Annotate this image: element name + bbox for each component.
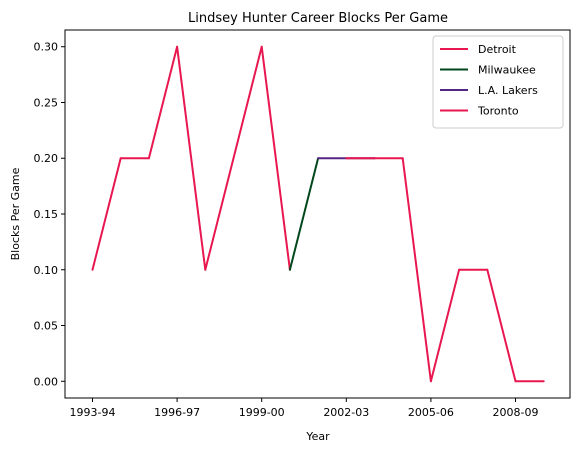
data-point-toronto: [373, 157, 376, 160]
series-lines: [91, 45, 545, 383]
data-point-toronto: [345, 157, 348, 160]
y-tick-label: 0.30: [34, 41, 59, 54]
data-point-detroit: [260, 45, 263, 48]
chart-title: Lindsey Hunter Career Blocks Per Game: [188, 11, 448, 26]
x-tick-label: 1999-00: [239, 406, 285, 419]
data-point-toronto: [458, 268, 461, 271]
data-point-detroit: [147, 157, 150, 160]
legend-label: Toronto: [477, 105, 519, 118]
y-tick-label: 0.05: [34, 320, 59, 333]
y-axis: 0.00 0.05 0.10 0.15 0.20 0.25 0.30: [34, 41, 65, 388]
data-point-toronto: [542, 380, 545, 383]
series-line-toronto: [346, 157, 544, 383]
x-tick-label: 2008-09: [493, 406, 539, 419]
data-point-milwaukee: [288, 268, 291, 271]
data-point-detroit: [176, 45, 179, 48]
series-line-detroit: [91, 45, 291, 271]
y-tick-label: 0.10: [34, 264, 59, 277]
legend-label: L.A. Lakers: [478, 84, 538, 97]
data-point-toronto: [514, 380, 517, 383]
data-point-l-a-lakers: [317, 157, 320, 160]
series-line-milwaukee: [288, 157, 320, 271]
data-point-toronto: [486, 268, 489, 271]
legend: Detroit Milwaukee L.A. Lakers Toronto: [432, 35, 564, 129]
y-tick-label: 0.20: [34, 152, 59, 165]
data-point-detroit: [91, 268, 94, 271]
x-tick-label: 2005-06: [408, 406, 454, 419]
data-point-detroit: [119, 157, 122, 160]
x-tick-label: 2002-03: [323, 406, 369, 419]
x-axis: 1993-94 1996-97 1999-00 2002-03 2005-06 2008-…: [70, 398, 539, 419]
legend-label: Detroit: [478, 43, 517, 56]
data-point-detroit: [204, 268, 207, 271]
x-axis-label: Year: [305, 430, 330, 443]
legend-label: Milwaukee: [478, 64, 536, 77]
x-tick-label: 1993-94: [70, 406, 116, 419]
y-axis-label: Blocks Per Game: [9, 167, 22, 260]
legend-box: [432, 35, 564, 129]
y-tick-label: 0.00: [34, 375, 59, 388]
data-point-toronto: [401, 157, 404, 160]
data-point-toronto: [429, 380, 432, 383]
x-tick-label: 1996-97: [154, 406, 200, 419]
y-tick-label: 0.15: [34, 208, 59, 221]
y-tick-label: 0.25: [34, 96, 59, 109]
